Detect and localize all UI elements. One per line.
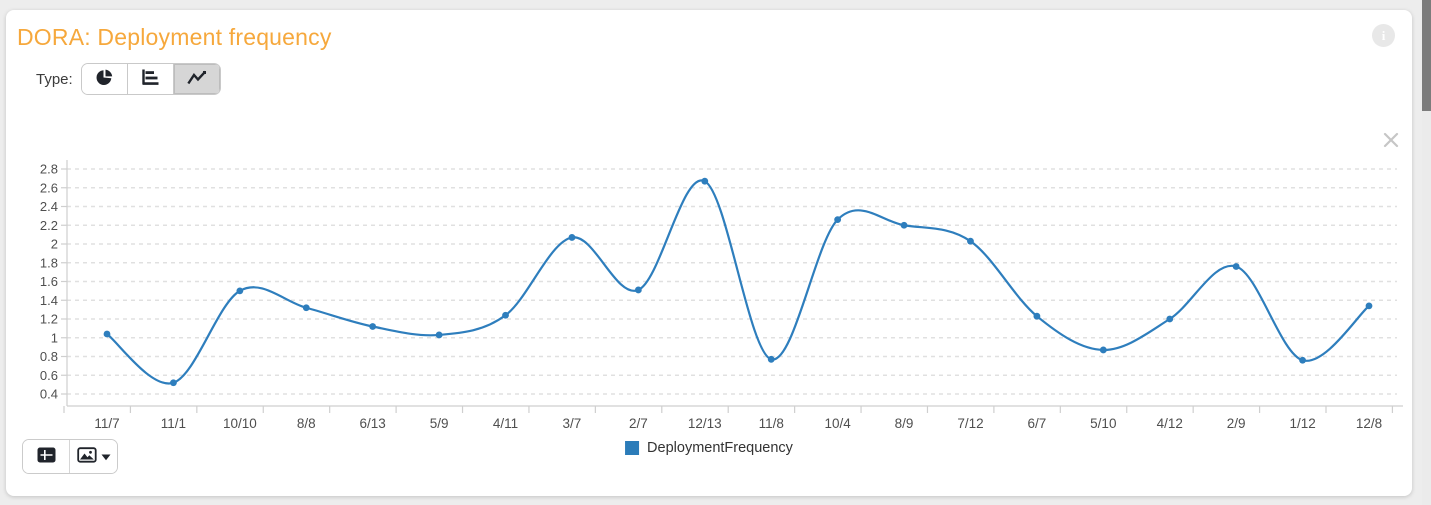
chart-type-selector: Type: <box>36 63 221 95</box>
svg-text:1.8: 1.8 <box>40 255 58 270</box>
chart-type-button-group <box>80 63 221 95</box>
svg-text:0.4: 0.4 <box>40 387 58 402</box>
svg-text:6/7: 6/7 <box>1028 416 1047 431</box>
svg-text:8/8: 8/8 <box>297 416 316 431</box>
vertical-scrollbar[interactable] <box>1422 0 1431 505</box>
chart-legend[interactable]: DeploymentFrequency <box>625 440 793 456</box>
svg-text:2.2: 2.2 <box>40 218 58 233</box>
legend-swatch <box>625 441 640 455</box>
svg-text:4/12: 4/12 <box>1157 416 1183 431</box>
line-chart: 0.4 0.6 0.8 1 1.2 1.4 1.6 1.8 2 2.2 2.4 2.6 2.8 11/7 1… <box>40 160 1403 431</box>
svg-text:1.4: 1.4 <box>40 293 58 308</box>
info-icon[interactable]: i <box>1372 24 1395 47</box>
page-title: DORA: Deployment frequency <box>17 24 332 50</box>
svg-text:10/4: 10/4 <box>824 416 851 431</box>
svg-text:11/1: 11/1 <box>161 416 186 431</box>
svg-text:3/7: 3/7 <box>563 416 582 431</box>
svg-text:10/10: 10/10 <box>223 416 257 431</box>
svg-text:2: 2 <box>51 237 58 252</box>
svg-text:1.2: 1.2 <box>40 312 58 327</box>
chart-type-line-button[interactable] <box>173 64 220 94</box>
show-data-table-button[interactable] <box>23 440 70 473</box>
pie-chart-icon <box>94 67 115 91</box>
export-image-button[interactable] <box>70 440 117 473</box>
chart-type-bar-button[interactable] <box>127 64 174 94</box>
svg-text:2.8: 2.8 <box>40 162 58 177</box>
widget-card: DORA: Deployment frequency Type: <box>6 10 1412 496</box>
svg-text:8/9: 8/9 <box>895 416 914 431</box>
svg-text:0.6: 0.6 <box>40 368 58 383</box>
svg-text:2.6: 2.6 <box>40 180 58 195</box>
svg-text:4/11: 4/11 <box>493 416 518 431</box>
svg-text:11/7: 11/7 <box>94 416 119 431</box>
svg-text:12/8: 12/8 <box>1356 416 1382 431</box>
svg-text:5/9: 5/9 <box>430 416 449 431</box>
svg-text:2.4: 2.4 <box>40 199 58 214</box>
table-view-icon <box>37 447 56 466</box>
svg-text:2/7: 2/7 <box>629 416 648 431</box>
chart-type-pie-button[interactable] <box>81 64 128 94</box>
bar-chart-icon <box>140 68 161 90</box>
svg-text:5/10: 5/10 <box>1090 416 1116 431</box>
type-label: Type: <box>36 70 73 88</box>
close-icon[interactable] <box>1382 131 1400 149</box>
svg-text:2/9: 2/9 <box>1227 416 1246 431</box>
legend-label: DeploymentFrequency <box>647 440 793 456</box>
line-chart-icon <box>186 69 208 90</box>
svg-text:7/12: 7/12 <box>957 416 983 431</box>
svg-text:6/13: 6/13 <box>360 416 386 431</box>
export-image-icon <box>76 447 97 466</box>
svg-text:11/8: 11/8 <box>759 416 784 431</box>
svg-text:1: 1 <box>51 330 58 345</box>
svg-text:1/12: 1/12 <box>1289 416 1315 431</box>
svg-text:1.6: 1.6 <box>40 274 58 289</box>
svg-text:0.8: 0.8 <box>40 349 58 364</box>
svg-text:12/13: 12/13 <box>688 416 722 431</box>
caret-down-icon <box>101 449 111 464</box>
chart-toolbar <box>22 439 118 474</box>
scrollbar-thumb[interactable] <box>1422 0 1431 111</box>
